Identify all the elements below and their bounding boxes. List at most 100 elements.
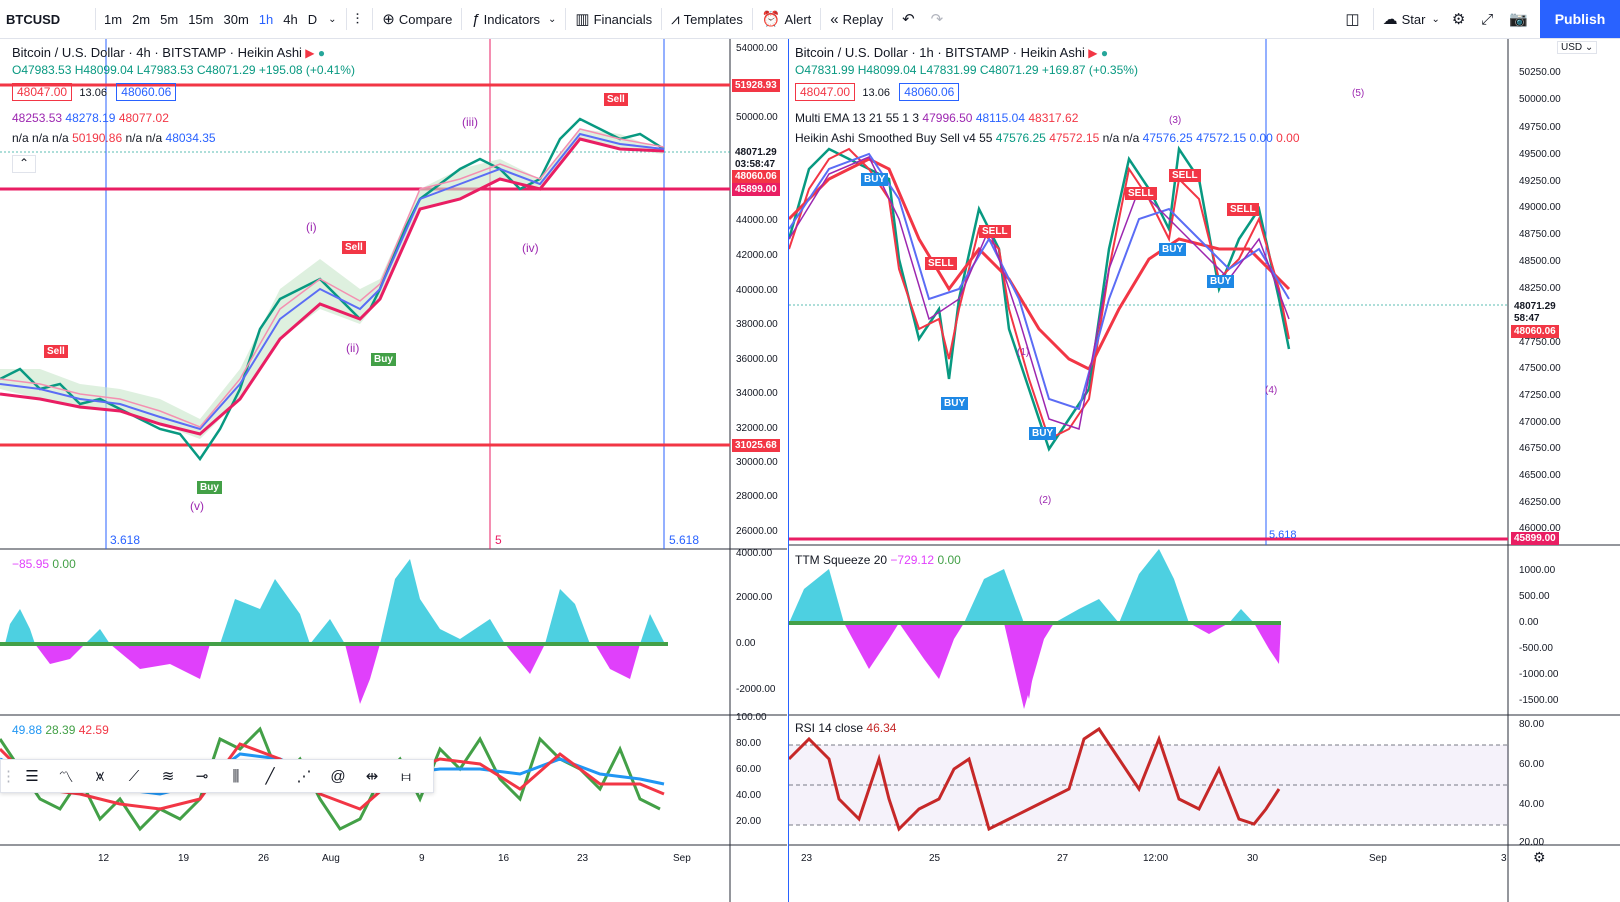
drag-handle-icon[interactable]: ⋮: [1, 768, 16, 785]
time-tick: 19: [178, 853, 190, 864]
lower-tick: 20.00: [736, 816, 762, 827]
price-tick: 28000.00: [736, 491, 778, 502]
horizontal-ray-icon[interactable]: ⊸: [195, 768, 209, 785]
buy-signal: Buy: [197, 481, 222, 494]
wave-label: (3): [1169, 115, 1182, 126]
rsi-tick: 80.00: [1519, 719, 1545, 730]
hk-val: 0.00: [1249, 131, 1273, 145]
trend-line-icon[interactable]: ⟋: [128, 767, 140, 785]
measure-icon[interactable]: ⇹: [365, 768, 379, 785]
chevron-down-icon: ⌄: [548, 13, 557, 25]
ttm-tick: -1500.00: [1519, 695, 1559, 706]
price-tick: 34000.00: [736, 388, 778, 399]
redo-button[interactable]: ↷: [925, 0, 954, 38]
buy-signal: BUY: [1159, 243, 1187, 256]
timeframe-D[interactable]: D: [307, 11, 318, 27]
currency-selector[interactable]: USD ⌄: [1557, 41, 1598, 54]
chart-type-button[interactable]: ⫶: [350, 0, 370, 38]
rsi-tick: 20.00: [1519, 837, 1545, 848]
undo-button[interactable]: ↶: [896, 0, 925, 38]
timeframe-5m[interactable]: 5m: [160, 11, 179, 27]
right-chart-area[interactable]: Bitcoin / U.S. Dollar · 1h · BITSTAMP · …: [788, 39, 1620, 902]
ttm-tick: -500.00: [1519, 643, 1553, 654]
gear-icon[interactable]: ⚙: [1533, 849, 1546, 865]
ema-val: 48115.04: [975, 111, 1025, 125]
sell-signal: SELL: [1227, 203, 1259, 216]
pattern-icon[interactable]: ⋰: [296, 768, 312, 785]
timeframe-2m[interactable]: 2m: [132, 11, 151, 27]
collapse-legend-button[interactable]: ⌃: [12, 155, 36, 173]
osc-tick: 2000.00: [736, 592, 773, 603]
separator: [661, 8, 663, 30]
settings-button[interactable]: ⚙: [1446, 0, 1475, 38]
heikin-smoothed-legend: Heikin Ashi Smoothed Buy Sell v4 55 4757…: [795, 131, 1300, 145]
alert-button[interactable]: ⏰ Alert: [761, 11, 812, 28]
lines-icon[interactable]: ☰: [25, 768, 39, 785]
ttm-val: 0.00: [937, 553, 961, 567]
settings-sliders-icon[interactable]: ⧦: [401, 767, 411, 785]
time-tick: Aug: [322, 853, 340, 864]
spiral-icon[interactable]: @: [330, 767, 346, 785]
hk-val: 47576.25: [1142, 131, 1193, 145]
symbol-search[interactable]: BTCUSD: [6, 11, 61, 27]
price-tag-last: 48071.29: [732, 146, 780, 159]
right-chart-legend: Bitcoin / U.S. Dollar · 1h · BITSTAMP · …: [795, 45, 1108, 60]
replay-button[interactable]: «Replay: [830, 10, 884, 28]
buy-box[interactable]: 48060.06: [899, 83, 960, 101]
ttm-tick: -1000.00: [1519, 669, 1559, 680]
ema-val: 48317.62: [1028, 111, 1079, 125]
price-tick: 46000.00: [1519, 523, 1561, 534]
compare-button[interactable]: ⊕ Compare: [382, 11, 453, 28]
price-tick: 50250.00: [1519, 67, 1561, 78]
financials-button[interactable]: ▥ Financials: [575, 11, 653, 28]
ohlc-readout: O47983.53 H48099.04 L47983.53 C48071.29 …: [12, 63, 355, 77]
sell-box[interactable]: 48047.00: [12, 83, 73, 101]
vertical-lines-icon[interactable]: ⫼: [232, 767, 240, 785]
ttm-legend: TTM Squeeze 20 −729.12 0.00: [795, 553, 961, 567]
timeframe-15m[interactable]: 15m: [188, 11, 214, 27]
timeframe-1m[interactable]: 1m: [104, 11, 123, 27]
timeframe-4h[interactable]: 4h: [283, 11, 298, 27]
publish-button[interactable]: Publish: [1540, 0, 1620, 38]
abc-wave-icon[interactable]: ⩙: [95, 767, 105, 785]
na-val: 50190.86: [72, 131, 123, 145]
snapshot-button[interactable]: 📷: [1503, 0, 1538, 38]
layout-button[interactable]: ◫: [1339, 0, 1369, 38]
ema-slow: [0, 137, 665, 436]
left-chart-legend: Bitcoin / U.S. Dollar · 4h · BITSTAMP · …: [12, 45, 325, 60]
bid-ask-widget[interactable]: 48047.00 13.06 48060.06: [12, 83, 180, 101]
price-tick: 40000.00: [736, 285, 778, 296]
separator: [751, 8, 753, 30]
star-button[interactable]: ☁ Star ⌄: [1382, 11, 1440, 28]
bid-ask-widget[interactable]: 48047.00 13.06 48060.06: [795, 83, 963, 101]
timeframe-1h[interactable]: 1h: [258, 11, 274, 27]
price-tag-resistance: 51928.93: [732, 79, 780, 92]
ema-val: 47996.50: [922, 111, 973, 125]
fib-icon[interactable]: ≋: [161, 768, 175, 785]
fullscreen-button[interactable]: ⤢: [1475, 0, 1503, 38]
time-tick: 26: [258, 853, 270, 864]
oscillator-legend: −85.95 0.00: [12, 557, 76, 571]
financials-icon: ▥: [575, 11, 590, 28]
chevron-down-icon[interactable]: ⌄: [328, 13, 337, 25]
line-icon[interactable]: ╱: [265, 768, 275, 785]
left-chart-area[interactable]: Bitcoin / U.S. Dollar · 4h · BITSTAMP · …: [0, 39, 787, 902]
sell-signal: SELL: [1125, 187, 1157, 200]
lower-tick: 100.00: [736, 712, 767, 723]
timeframe-30m[interactable]: 30m: [223, 11, 249, 27]
price-tick: 47500.00: [1519, 363, 1561, 374]
indicators-button[interactable]: ƒ Indicators ⌄: [471, 10, 557, 28]
ema-legend: 48253.53 48278.19 48077.02: [12, 111, 169, 125]
price-tick: 48750.00: [1519, 229, 1561, 240]
indicator-name: Heikin Ashi Smoothed Buy Sell v4 55: [795, 131, 993, 145]
buy-box[interactable]: 48060.06: [116, 83, 177, 101]
price-tick: 46250.00: [1519, 497, 1561, 508]
templates-icon: ⩘: [671, 10, 680, 28]
templates-button[interactable]: ⩘ Templates: [671, 10, 743, 28]
elliott-wave-icon[interactable]: 〽: [58, 768, 74, 786]
sell-box[interactable]: 48047.00: [795, 83, 856, 101]
flag-icon: ▶: [1088, 46, 1098, 60]
price-tick: 42000.00: [736, 250, 778, 261]
fib-label: 5.618: [669, 533, 700, 547]
hk-val: 0.00: [1276, 131, 1300, 145]
